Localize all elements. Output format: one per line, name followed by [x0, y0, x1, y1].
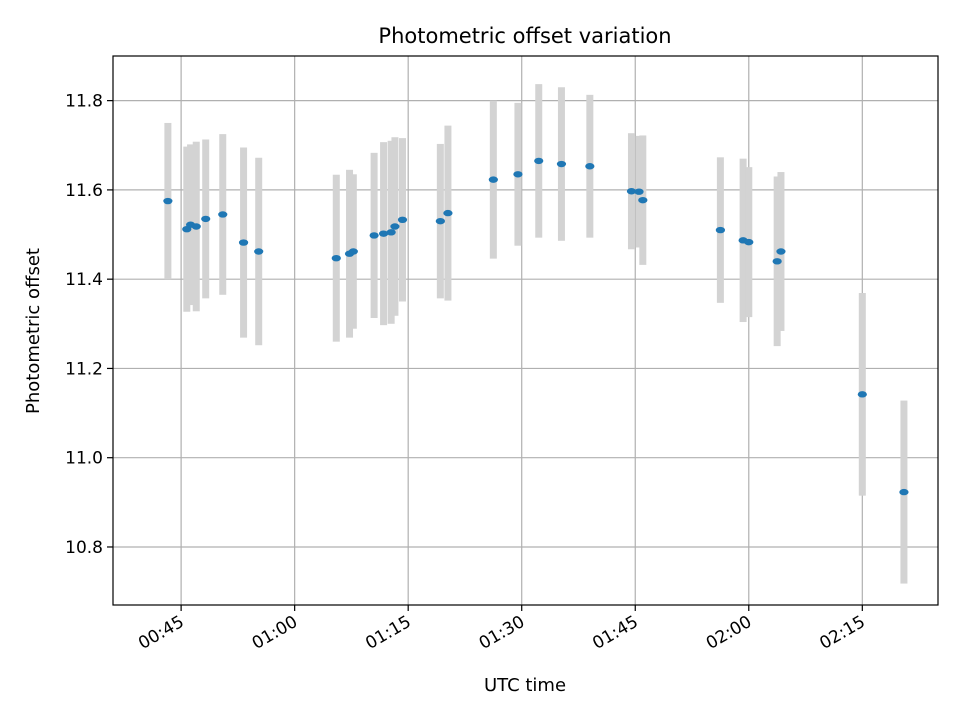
x-axis-title: UTC time — [484, 675, 566, 696]
x-tick-label: 01:45 — [589, 612, 641, 654]
data-point — [435, 217, 445, 225]
y-tick-label: 11.0 — [65, 449, 103, 469]
data-point — [331, 254, 341, 262]
data-point — [857, 391, 867, 398]
data-point — [386, 229, 396, 236]
data-point — [626, 188, 637, 195]
plot-frame — [112, 55, 939, 606]
x-tick-label: 01:30 — [476, 612, 528, 654]
chart-title: Photometric offset variation — [378, 24, 671, 48]
marker-layer — [163, 157, 909, 496]
x-tick-label: 01:15 — [362, 612, 414, 654]
data-point — [369, 232, 379, 239]
y-tick-label: 11.6 — [65, 181, 103, 201]
y-tick-label: 10.8 — [65, 538, 103, 558]
grid — [113, 56, 938, 605]
data-point — [488, 176, 498, 183]
data-point — [556, 160, 567, 168]
y-axis-title: Photometric offset — [23, 248, 44, 414]
data-point — [776, 248, 786, 255]
data-point — [715, 226, 725, 234]
data-point — [744, 238, 754, 246]
data-point — [899, 488, 909, 496]
y-tick-label: 11.4 — [65, 270, 103, 290]
data-point — [163, 197, 173, 205]
data-point — [513, 171, 523, 178]
x-tick-label: 01:00 — [249, 612, 301, 654]
data-point — [218, 211, 228, 218]
data-point — [238, 239, 249, 246]
data-point — [534, 157, 544, 165]
data-point — [378, 230, 389, 237]
data-point — [201, 215, 211, 223]
data-point — [772, 258, 782, 265]
data-point — [390, 223, 400, 230]
data-point — [585, 163, 595, 170]
x-tick-label: 02:00 — [703, 612, 755, 654]
y-tick-label: 11.2 — [65, 359, 103, 379]
data-point — [191, 223, 201, 230]
data-point — [443, 209, 453, 217]
data-point — [634, 188, 644, 195]
x-tick-label: 00:45 — [135, 612, 187, 654]
y-tick-label: 11.8 — [65, 92, 103, 112]
data-point — [348, 248, 358, 255]
data-point — [254, 248, 264, 255]
data-point — [638, 196, 648, 204]
data-point — [397, 216, 408, 224]
x-tick-label: 02:15 — [816, 612, 868, 654]
